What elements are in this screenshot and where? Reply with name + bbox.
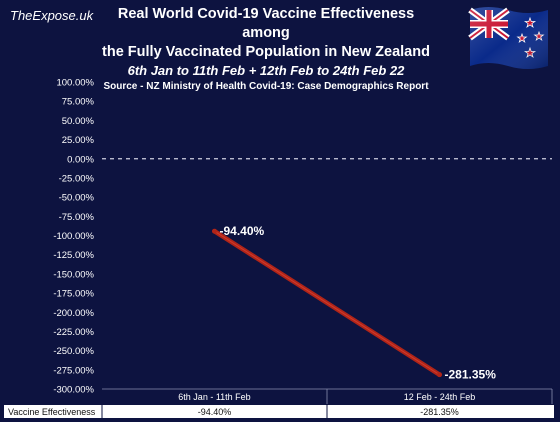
- x-tick-label: 6th Jan - 11th Feb: [178, 392, 250, 402]
- y-tick-label: -125.00%: [53, 250, 94, 261]
- y-tick-label: -75.00%: [59, 212, 95, 223]
- table-row-label: Vaccine Effectiveness: [8, 407, 96, 417]
- y-tick-label: -175.00%: [53, 289, 94, 300]
- chart-title-block: Real World Covid-19 Vaccine Effectivenes…: [96, 5, 436, 94]
- chart-source: Source - NZ Ministry of Health Covid-19:…: [103, 81, 429, 92]
- data-label: -281.35%: [445, 368, 497, 382]
- chart-title-line-2: the Fully Vaccinated Population in New Z…: [102, 44, 430, 60]
- chart-subtitle: 6th Jan to 11th Feb + 12th Feb to 24th F…: [127, 63, 405, 78]
- y-tick-label: -200.00%: [53, 308, 94, 319]
- y-tick-label: -250.00%: [53, 346, 94, 357]
- chart-title-line-1: Real World Covid-19 Vaccine Effectivenes…: [117, 6, 415, 41]
- y-tick-label: -150.00%: [53, 269, 94, 280]
- series-line-highlight: [214, 230, 440, 376]
- y-tick-label: 100.00%: [56, 78, 94, 89]
- y-tick-label: -25.00%: [59, 173, 95, 184]
- y-tick-label: -275.00%: [53, 365, 94, 376]
- data-point: [212, 228, 217, 234]
- table-row-background: [4, 405, 554, 418]
- y-axis: 100.00% 75.00% 50.00% 25.00% 0.00% -25.00% -50…: [53, 78, 94, 396]
- y-tick-label: -50.00%: [59, 193, 95, 204]
- site-name: TheExpose.uk: [10, 8, 94, 23]
- data-point: [437, 372, 442, 378]
- y-tick-label: 75.00%: [62, 97, 95, 108]
- x-tick-label: 12 Feb - 24th Feb: [404, 392, 476, 402]
- data-label: -94.40%: [220, 224, 265, 238]
- x-axis: 6th Jan - 11th Feb 12 Feb - 24th Feb: [178, 392, 475, 402]
- y-tick-label: 0.00%: [67, 154, 94, 165]
- y-tick-label: -300.00%: [53, 385, 94, 396]
- table-cell: -94.40%: [198, 407, 232, 417]
- table-cell: -281.35%: [420, 407, 459, 417]
- new-zealand-flag-icon: [468, 7, 548, 69]
- y-tick-label: -100.00%: [53, 231, 94, 242]
- y-tick-label: 25.00%: [62, 135, 95, 146]
- series-vaccine-effectiveness: -94.40% -281.35%: [212, 224, 497, 382]
- y-tick-label: 50.00%: [62, 116, 95, 127]
- data-table: Vaccine Effectiveness -94.40% -281.35%: [4, 405, 554, 418]
- y-tick-label: -225.00%: [53, 327, 94, 338]
- category-dividers: [102, 388, 553, 404]
